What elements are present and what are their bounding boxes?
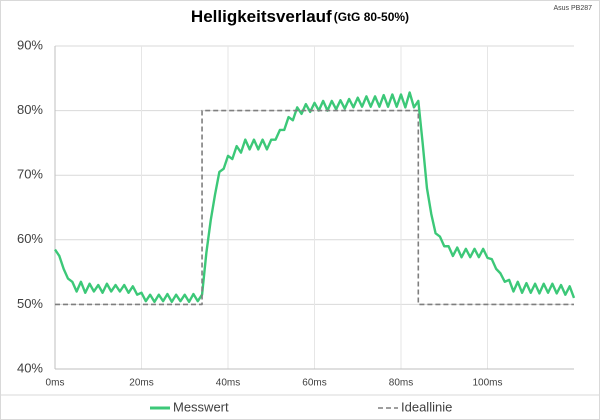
y-tick-label: 60% (17, 231, 43, 246)
legend-label: Ideallinie (401, 399, 452, 414)
x-tick-label: 20ms (129, 378, 153, 389)
source-label: Asus PB287 (553, 5, 592, 12)
y-tick-label: 40% (17, 360, 43, 375)
y-tick-label: 50% (17, 296, 43, 311)
title-main: Helligkeitsverlauf (191, 7, 332, 26)
y-tick-label: 70% (17, 167, 43, 182)
x-tick-label: 40ms (216, 378, 240, 389)
series-line (54, 91, 576, 304)
x-tick-label: 0ms (46, 378, 65, 389)
x-tick-label: 60ms (302, 378, 326, 389)
x-tick-label: 100ms (472, 378, 502, 389)
y-tick-label: 80% (17, 102, 43, 117)
y-tick-label: 90% (17, 37, 43, 52)
legend-label: Messwert (173, 399, 229, 414)
series-line (55, 109, 574, 306)
title-sub: (GtG 80-50%) (334, 10, 409, 24)
x-tick-label: 80ms (389, 378, 413, 389)
chart-title: Helligkeitsverlauf (GtG 80-50%) (191, 7, 409, 26)
